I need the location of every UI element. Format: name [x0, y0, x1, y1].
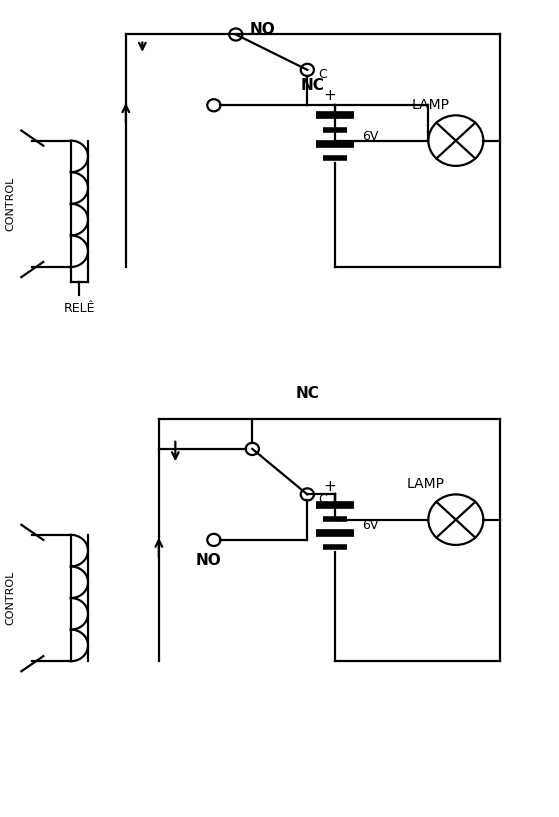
Text: NC: NC	[301, 78, 325, 92]
Text: NO: NO	[196, 553, 221, 568]
Text: LAMP: LAMP	[406, 477, 444, 491]
Text: +: +	[323, 87, 336, 103]
Text: C: C	[318, 69, 327, 82]
Text: +: +	[323, 480, 336, 494]
Text: LAMP: LAMP	[412, 98, 450, 112]
Text: RELÊ: RELÊ	[64, 302, 95, 315]
Text: NC: NC	[295, 386, 319, 401]
Text: CONTROL: CONTROL	[6, 176, 15, 231]
Text: NO: NO	[249, 22, 276, 37]
Text: 6V: 6V	[362, 130, 378, 143]
Text: 6V: 6V	[362, 520, 378, 532]
Text: C: C	[318, 493, 327, 506]
Text: CONTROL: CONTROL	[6, 571, 15, 625]
